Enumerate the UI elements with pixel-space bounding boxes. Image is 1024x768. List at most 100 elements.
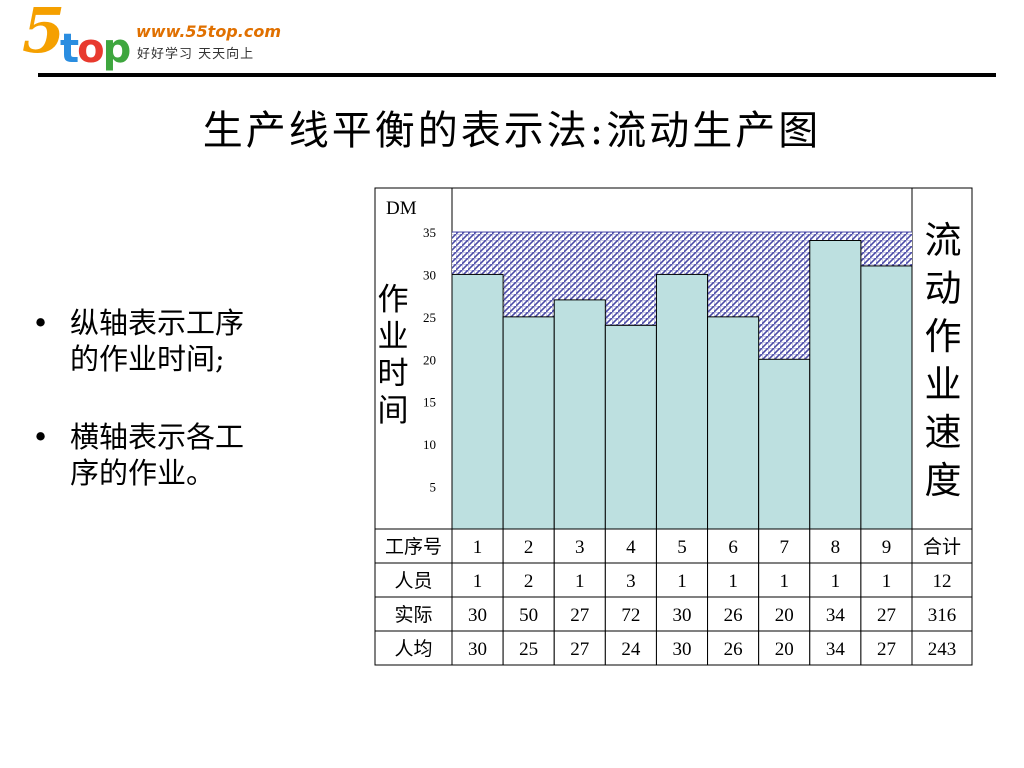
table-cell: 7 xyxy=(779,537,789,558)
right-label-char: 流 xyxy=(925,221,962,262)
bullet-marker: • xyxy=(32,306,50,340)
table-row-label-cell xyxy=(374,528,453,564)
y-tick-label: 10 xyxy=(423,437,436,452)
bullet-text-line: 序的作业。 xyxy=(70,456,216,490)
table-cell-box xyxy=(451,596,504,632)
table-cell: 9 xyxy=(882,537,892,558)
bullet-text-line: 横轴表示各工 xyxy=(70,420,245,454)
table-cell: 27 xyxy=(877,605,896,626)
table-cell: 1 xyxy=(575,571,585,592)
right-label-char: 业 xyxy=(925,365,962,406)
right-label-char: 动 xyxy=(925,269,962,310)
y-tick-label: 5 xyxy=(430,480,437,495)
table-cell: 27 xyxy=(570,605,589,626)
table-cell-box xyxy=(707,596,760,632)
bar xyxy=(655,273,709,530)
table-cell: 24 xyxy=(621,639,641,660)
table-cell-box xyxy=(502,596,555,632)
table-cell: 4 xyxy=(626,537,636,558)
bullet-list: • 纵轴表示工序 的作业时间; • 横轴表示各工 序的作业。 xyxy=(32,305,332,533)
table-cell-box xyxy=(553,562,606,598)
table-cell: 30 xyxy=(468,605,487,626)
logo-wordmark: top xyxy=(60,26,132,72)
table-cell: 30 xyxy=(673,605,692,626)
table-cell: 3 xyxy=(575,537,585,558)
bullet-item: • 横轴表示各工 序的作业。 xyxy=(32,419,332,491)
right-label-char: 度 xyxy=(925,460,962,502)
table-cell: 30 xyxy=(468,639,487,660)
y-tick-label: 20 xyxy=(423,352,436,367)
bar xyxy=(604,324,657,530)
y-tick-label: 25 xyxy=(423,310,436,325)
table-cell-box xyxy=(860,528,913,564)
table-row-label: 工序号 xyxy=(385,536,442,558)
idle-region xyxy=(452,232,504,275)
bar xyxy=(553,299,606,530)
table-cell: 26 xyxy=(724,639,743,660)
logo-letter-o: o xyxy=(77,26,105,72)
table-total-cell: 316 xyxy=(928,605,957,626)
table-row-label: 人均 xyxy=(394,638,432,660)
logo-letter-p: p xyxy=(102,26,132,72)
idle-region xyxy=(860,232,912,266)
table-cell: 5 xyxy=(677,537,687,558)
y-tick-label: 35 xyxy=(423,225,436,240)
table-cell: 34 xyxy=(826,605,846,626)
bar xyxy=(502,316,555,530)
table-cell-box xyxy=(860,630,913,666)
table-row-label: 实际 xyxy=(394,604,432,626)
idle-region xyxy=(656,232,708,275)
table-total-cell: 合计 xyxy=(923,536,961,558)
table-total-cell: 243 xyxy=(928,639,957,660)
table-cell: 27 xyxy=(570,639,589,660)
bullet-marker: • xyxy=(32,420,50,454)
table-row-label: 人员 xyxy=(394,570,432,592)
right-label-char: 速 xyxy=(925,413,962,454)
idle-region xyxy=(605,232,657,326)
idle-region xyxy=(707,232,759,317)
table-cell: 27 xyxy=(877,639,896,660)
slide-title: 生产线平衡的表示法:流动生产图 xyxy=(202,108,822,154)
table-cell-box xyxy=(655,528,709,564)
table-cell: 25 xyxy=(519,639,538,660)
table-cell-box xyxy=(655,562,709,598)
table-total-cell: 12 xyxy=(933,571,952,592)
logo: 5 top www.55top.com 好好学习 天天向上 xyxy=(0,0,300,75)
table-cell: 30 xyxy=(673,639,692,660)
table-cell: 26 xyxy=(724,605,743,626)
table-cell: 2 xyxy=(524,571,534,592)
y-axis-label-char: 时 xyxy=(378,356,409,391)
table-cell-box xyxy=(860,562,913,598)
table-cell: 1 xyxy=(831,571,841,592)
bar xyxy=(451,273,504,530)
table-cell: 1 xyxy=(779,571,789,592)
idle-region xyxy=(809,232,861,241)
table-cell-box xyxy=(655,596,709,632)
table-cell-box xyxy=(758,562,811,598)
y-tick-label: 30 xyxy=(423,267,436,282)
table-cell-box xyxy=(655,630,709,666)
table-cell-box xyxy=(809,562,862,598)
table-cell: 1 xyxy=(677,571,687,592)
table-cell: 1 xyxy=(473,537,483,558)
bullet-item: • 纵轴表示工序 的作业时间; xyxy=(32,305,332,377)
table-cell: 1 xyxy=(728,571,738,592)
table-cell: 20 xyxy=(775,605,794,626)
bar xyxy=(758,358,811,530)
table-cell: 6 xyxy=(728,537,738,558)
header-rule xyxy=(38,73,996,77)
table-total-cell-box xyxy=(911,596,973,632)
idle-region xyxy=(503,232,555,317)
right-label-char: 作 xyxy=(925,317,962,358)
logo-letter-t: t xyxy=(60,26,79,72)
y-tick-label: 15 xyxy=(423,395,436,410)
table-cell: 50 xyxy=(519,605,538,626)
table-cell: 2 xyxy=(524,537,534,558)
table-cell: 3 xyxy=(626,571,636,592)
table-cell-box xyxy=(604,528,657,564)
logo-url: www.55top.com xyxy=(136,22,281,41)
bar xyxy=(860,265,913,530)
table-total-cell-box xyxy=(911,562,973,598)
y-axis-label-char: 业 xyxy=(378,319,409,354)
table-cell: 72 xyxy=(621,605,640,626)
